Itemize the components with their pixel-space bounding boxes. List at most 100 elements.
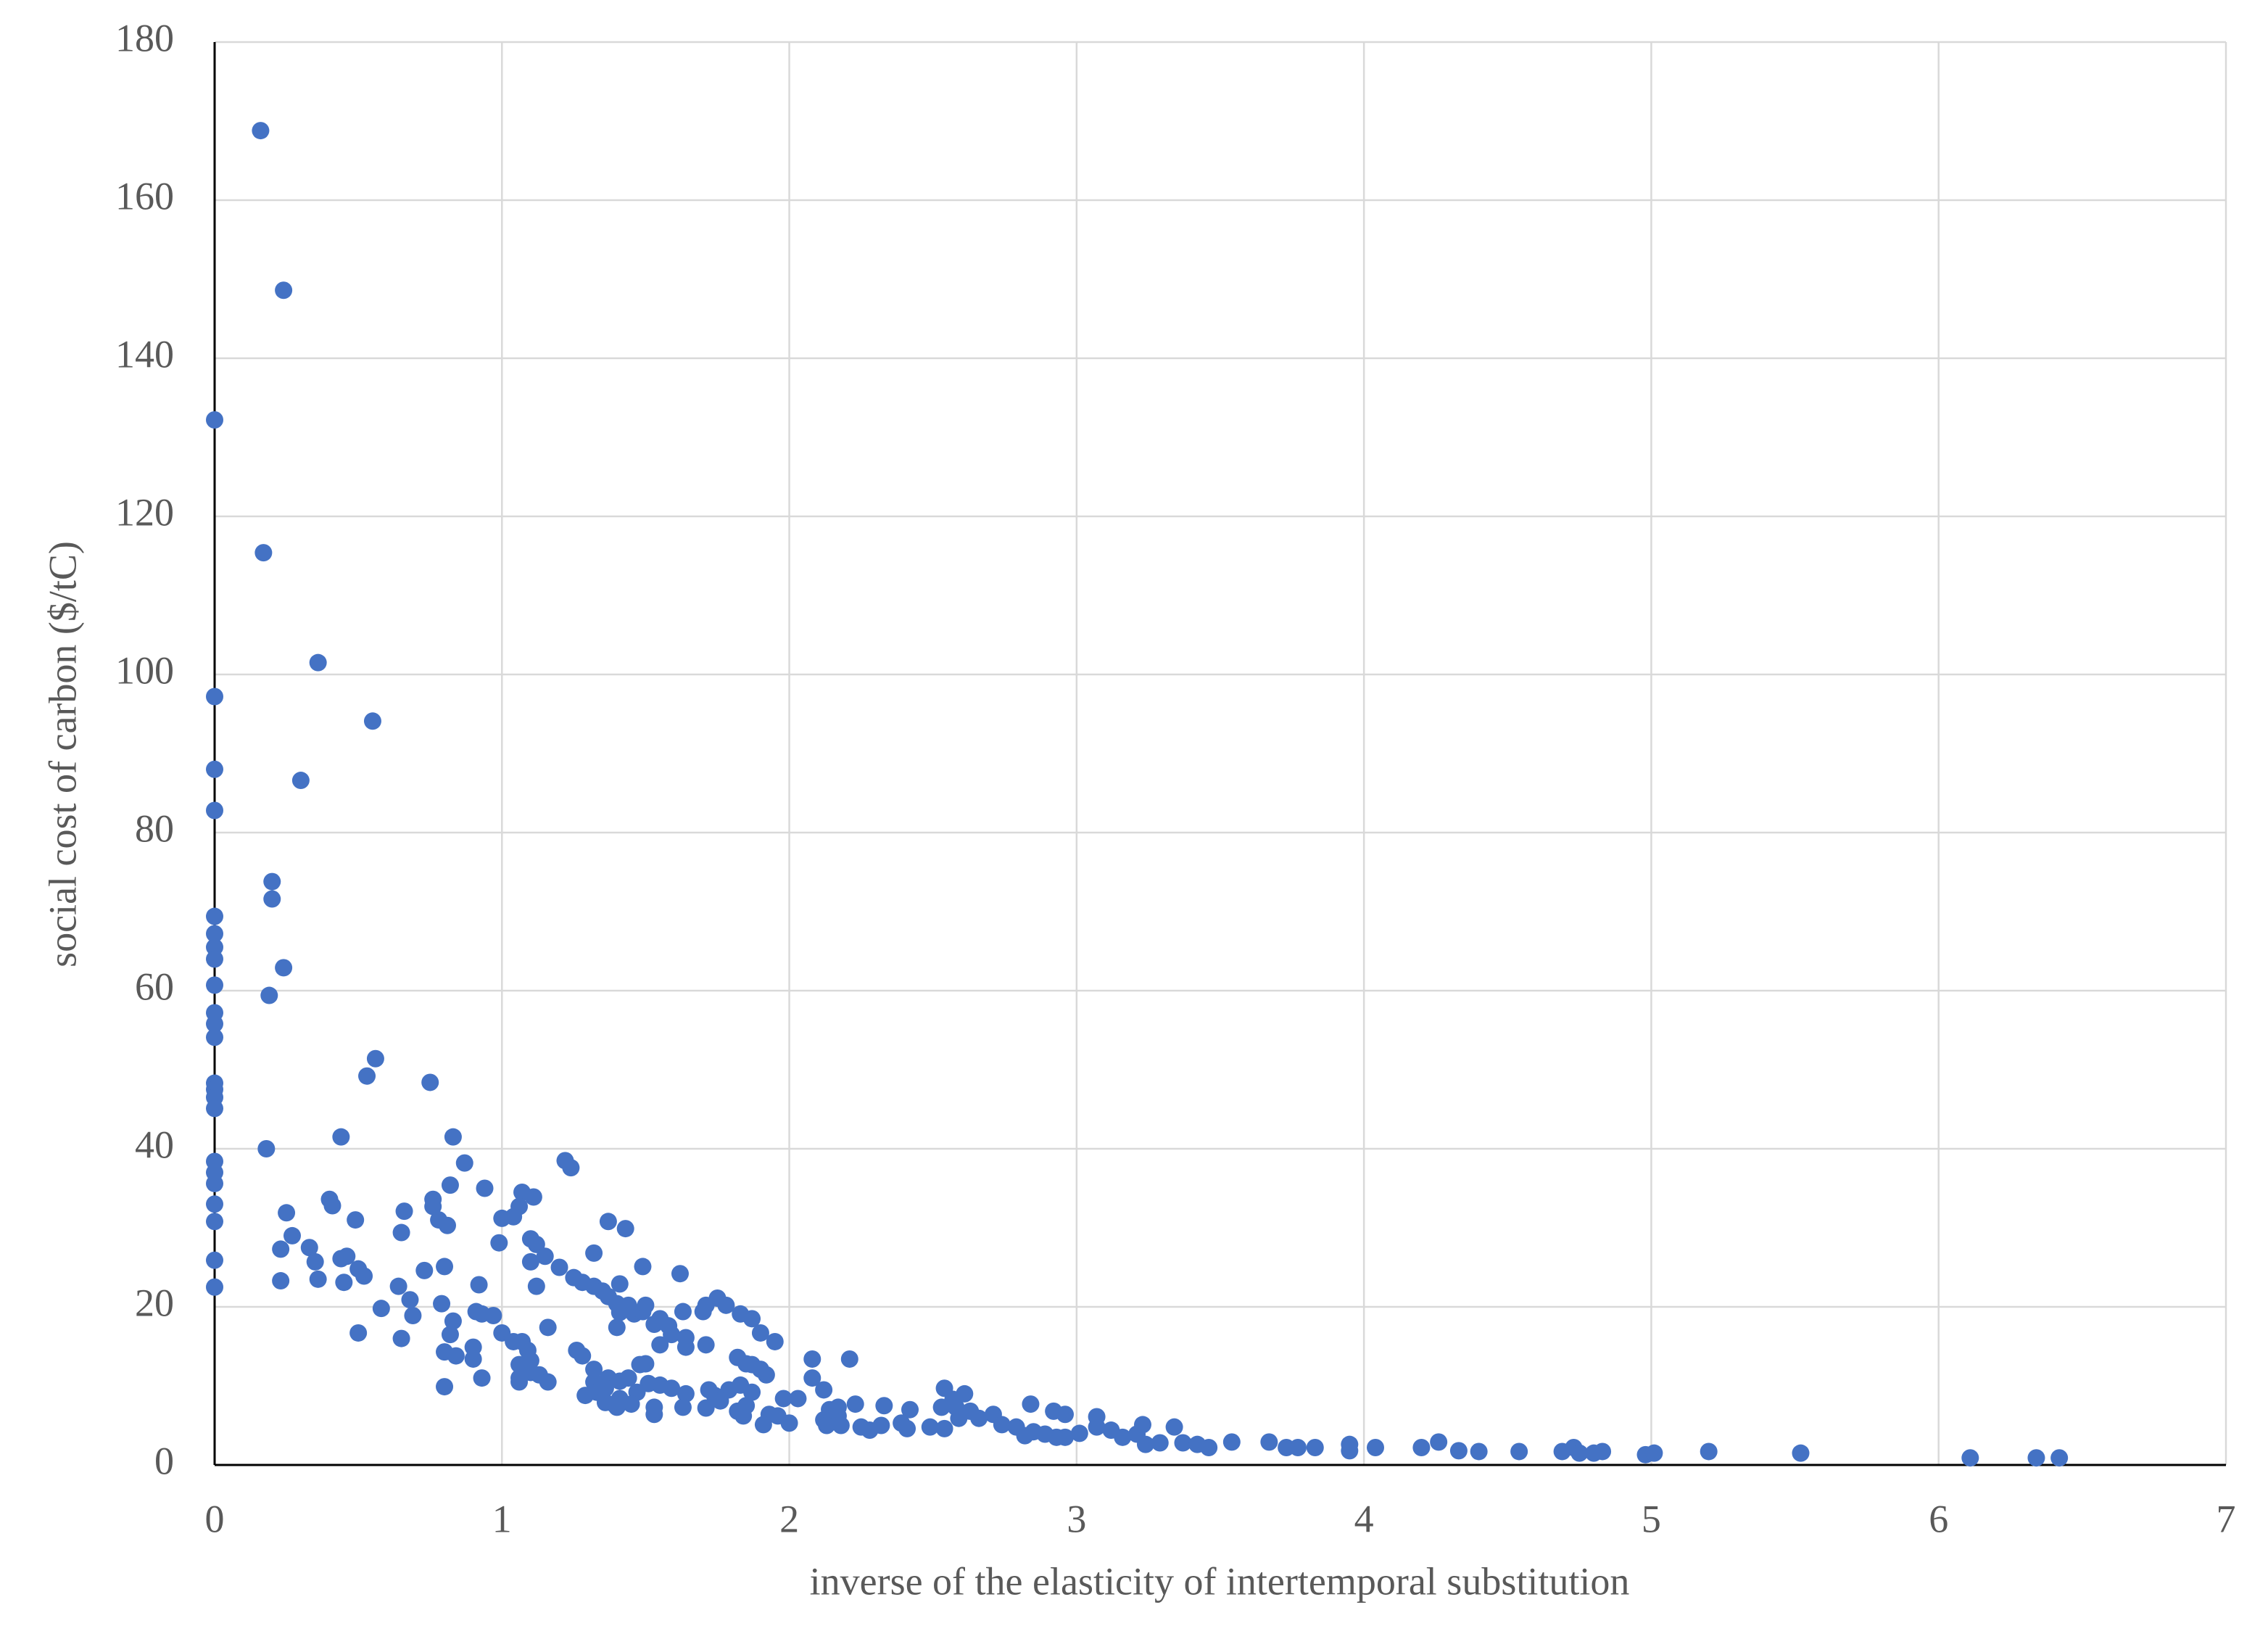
point	[1222, 1433, 1241, 1451]
point	[1056, 1405, 1075, 1424]
point	[470, 1276, 488, 1294]
point	[206, 801, 223, 820]
point	[206, 760, 223, 778]
point	[283, 1226, 301, 1244]
point	[206, 1174, 223, 1192]
point	[206, 907, 223, 925]
point	[608, 1398, 626, 1416]
point	[257, 1140, 276, 1157]
point	[674, 1303, 692, 1321]
point	[550, 1258, 568, 1276]
point	[441, 1326, 459, 1344]
point	[1449, 1442, 1468, 1460]
point	[1165, 1418, 1183, 1436]
point	[347, 1211, 365, 1229]
point	[711, 1392, 729, 1410]
point	[306, 1252, 324, 1271]
point	[2027, 1449, 2045, 1467]
point	[404, 1306, 422, 1324]
point	[743, 1383, 761, 1401]
point	[950, 1409, 968, 1427]
point	[898, 1419, 916, 1437]
point	[444, 1128, 462, 1146]
point	[415, 1261, 434, 1279]
point	[300, 1239, 318, 1257]
point	[1288, 1439, 1307, 1457]
point	[473, 1305, 491, 1323]
point	[637, 1355, 655, 1373]
point	[663, 1379, 681, 1398]
point	[358, 1067, 376, 1085]
point	[676, 1384, 695, 1403]
point	[734, 1407, 753, 1425]
point	[536, 1247, 554, 1266]
point	[846, 1395, 864, 1413]
point	[272, 1240, 290, 1258]
point	[206, 1195, 223, 1213]
point	[206, 411, 223, 429]
point	[436, 1258, 454, 1276]
point	[527, 1277, 545, 1295]
point	[634, 1258, 652, 1276]
point	[743, 1310, 761, 1328]
point	[206, 1213, 223, 1231]
point	[206, 1028, 223, 1047]
x-axis-title: inverse of the elasticity of intertempor…	[810, 1559, 1630, 1603]
point	[447, 1347, 465, 1365]
point	[619, 1369, 637, 1387]
point	[751, 1324, 769, 1342]
x-tick-label: 3	[1067, 1497, 1086, 1540]
y-tick-label: 80	[135, 806, 174, 850]
point	[263, 890, 281, 908]
point	[335, 1274, 353, 1292]
point	[622, 1395, 640, 1413]
point	[1306, 1439, 1324, 1457]
point	[444, 1312, 462, 1330]
point	[1470, 1442, 1488, 1461]
point	[433, 1295, 451, 1313]
point	[815, 1381, 833, 1399]
point	[697, 1399, 715, 1417]
point	[1174, 1434, 1192, 1452]
point	[1260, 1433, 1278, 1451]
point	[332, 1128, 350, 1146]
point	[832, 1416, 850, 1435]
point	[774, 1390, 792, 1408]
point	[206, 1251, 223, 1269]
point	[372, 1300, 390, 1318]
y-axis-title: social cost of carbon ($/tC)	[41, 541, 84, 967]
point	[803, 1369, 821, 1387]
point	[366, 1049, 384, 1068]
point	[757, 1366, 775, 1384]
point	[599, 1213, 617, 1231]
point	[278, 1204, 296, 1222]
point	[1594, 1442, 1612, 1461]
point	[275, 959, 293, 977]
point	[436, 1378, 454, 1396]
point	[206, 1278, 223, 1296]
point	[803, 1350, 821, 1368]
point	[206, 950, 223, 968]
point	[476, 1179, 494, 1197]
point	[932, 1398, 951, 1416]
point	[424, 1197, 442, 1215]
point	[1961, 1449, 1979, 1467]
point	[608, 1318, 626, 1337]
point	[562, 1159, 580, 1177]
point	[1151, 1434, 1169, 1452]
point	[1136, 1435, 1154, 1453]
point	[309, 653, 327, 672]
point	[1700, 1442, 1718, 1461]
y-tick-label: 40	[135, 1123, 174, 1166]
point	[272, 1272, 290, 1290]
point	[611, 1275, 629, 1293]
point	[872, 1416, 890, 1435]
point	[395, 1202, 413, 1221]
point	[291, 772, 310, 790]
point	[970, 1409, 988, 1427]
point	[2050, 1449, 2069, 1467]
point	[1134, 1416, 1152, 1434]
point	[818, 1416, 836, 1435]
x-tick-label: 7	[2217, 1497, 2236, 1540]
